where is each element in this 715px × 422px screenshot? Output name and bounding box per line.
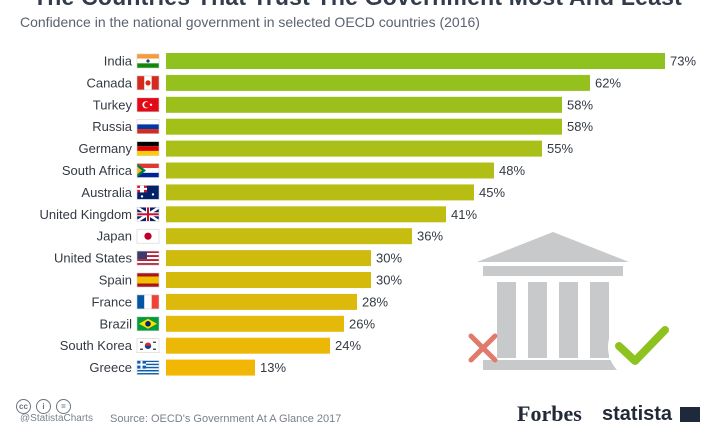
category-label: India xyxy=(104,54,133,69)
illustration xyxy=(468,232,676,381)
flag-france-icon xyxy=(136,294,160,310)
value-label: 26% xyxy=(349,316,375,331)
flag-brazil-icon xyxy=(136,316,160,332)
category-label: Russia xyxy=(92,119,133,134)
value-label: 30% xyxy=(376,251,402,266)
source-text: Source: OECD's Government At A Glance 20… xyxy=(110,413,342,422)
flag-united-kingdom-icon xyxy=(136,206,160,223)
cc-icon: cc xyxy=(16,399,31,414)
category-label: United States xyxy=(54,251,133,266)
bar-row: United Kingdom 41% xyxy=(40,206,477,223)
flag-australia-icon xyxy=(136,185,160,200)
bar xyxy=(166,272,371,288)
bar-row: Brazil 26% xyxy=(99,315,375,332)
bar-row: Spain 30% xyxy=(99,272,402,288)
flag-south-korea-icon xyxy=(136,338,160,354)
by-icon: i xyxy=(36,399,51,414)
category-label: Spain xyxy=(99,273,132,288)
category-label: South Korea xyxy=(60,338,133,353)
value-label: 24% xyxy=(335,338,361,353)
bar-row: United States 30% xyxy=(54,250,402,267)
value-label: 62% xyxy=(595,75,621,90)
flag-japan-icon xyxy=(136,228,160,244)
category-label: United Kingdom xyxy=(40,207,133,222)
category-label: France xyxy=(92,294,132,309)
statista-logo-icon xyxy=(680,407,700,422)
flag-india-icon xyxy=(136,53,160,69)
flag-south-africa-icon xyxy=(136,163,160,178)
flag-russia-icon xyxy=(136,119,160,134)
category-label: Brazil xyxy=(99,316,132,331)
category-label: Japan xyxy=(97,229,132,244)
category-label: Germany xyxy=(79,141,133,156)
bar-row: Germany 55% xyxy=(79,140,573,157)
value-label: 36% xyxy=(417,229,443,244)
bar-row: Russia 58% xyxy=(92,118,593,135)
bar-row: Canada 62% xyxy=(86,74,621,91)
value-label: 30% xyxy=(376,273,402,288)
value-label: 28% xyxy=(362,294,388,309)
bar xyxy=(166,118,562,135)
nd-icon: = xyxy=(56,399,71,414)
flag-turkey-icon xyxy=(136,97,160,113)
bar xyxy=(166,162,494,179)
forbes-logo: Forbes xyxy=(517,401,582,422)
bar xyxy=(166,140,542,157)
statista-logo: statista xyxy=(602,403,673,422)
bar xyxy=(166,74,590,91)
bar xyxy=(166,337,330,354)
bar-row: Turkey 58% xyxy=(93,96,593,113)
bar xyxy=(166,53,665,69)
value-label: 13% xyxy=(260,360,286,375)
value-label: 41% xyxy=(451,207,477,222)
bar-row: Australia 45% xyxy=(81,184,505,201)
bar-row: India 73% xyxy=(104,53,696,69)
category-label: Turkey xyxy=(93,97,133,112)
bar xyxy=(166,206,446,223)
chart-subtitle: Confidence in the national government in… xyxy=(20,14,480,30)
bar xyxy=(166,359,255,376)
flag-canada-icon xyxy=(136,75,160,91)
flag-germany-icon xyxy=(136,141,160,156)
category-label: South Africa xyxy=(62,163,133,178)
bar-row: South Africa 48% xyxy=(62,162,525,179)
government-building-icon xyxy=(477,232,629,370)
checkmark-icon xyxy=(608,313,676,381)
value-label: 58% xyxy=(567,119,593,134)
category-label: Australia xyxy=(81,185,132,200)
bar xyxy=(166,228,412,245)
bar-row: Greece 13% xyxy=(89,359,286,376)
value-label: 73% xyxy=(670,54,696,69)
credit-text: @StatistaCharts xyxy=(20,413,93,422)
bar xyxy=(166,184,474,201)
category-label: Canada xyxy=(86,75,132,90)
value-label: 45% xyxy=(479,185,505,200)
flag-greece-icon xyxy=(136,360,160,375)
chart-title: The Countries That Trust The Government … xyxy=(0,0,715,11)
bar xyxy=(166,315,344,332)
value-label: 55% xyxy=(547,141,573,156)
flag-united-states-icon xyxy=(136,250,160,266)
bar-row: France 28% xyxy=(92,293,388,310)
value-label: 48% xyxy=(499,163,525,178)
bar xyxy=(166,293,357,310)
value-label: 58% xyxy=(567,97,593,112)
category-label: Greece xyxy=(89,360,132,375)
bar-row: Japan 36% xyxy=(97,228,443,245)
bar-row: South Korea 24% xyxy=(60,337,361,354)
bar xyxy=(166,250,371,267)
flag-spain-icon xyxy=(136,272,160,288)
bar xyxy=(166,96,562,113)
cross-icon xyxy=(468,333,498,363)
creative-commons-icons: cc i = xyxy=(16,396,76,414)
